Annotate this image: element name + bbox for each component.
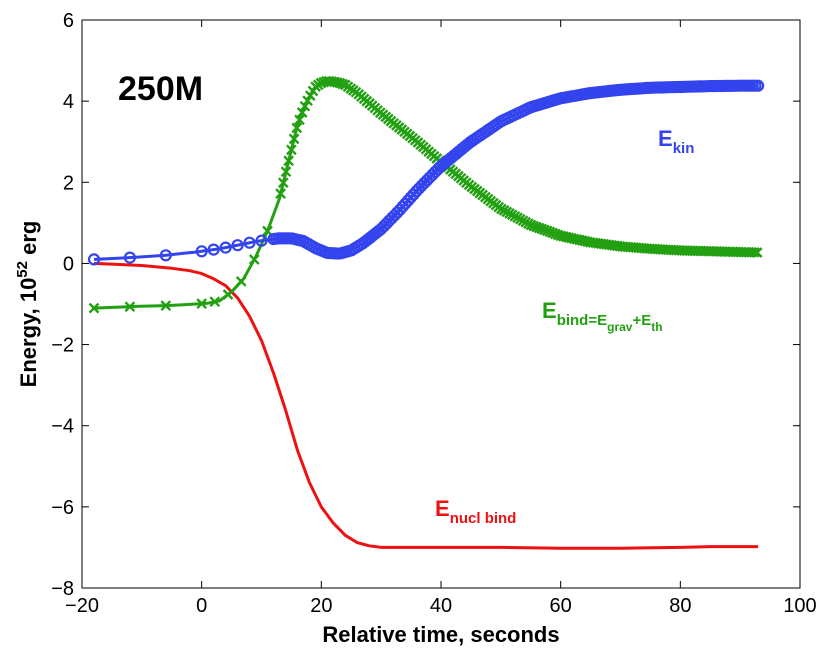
legend-ebind-mid: +E bbox=[632, 312, 651, 329]
annotation-250M: 250M bbox=[118, 70, 203, 108]
series-point-E_bind bbox=[88, 302, 100, 314]
series-point-E_kin bbox=[255, 234, 268, 247]
series-point-E_bind bbox=[280, 166, 292, 178]
y-tick-label: 0 bbox=[63, 253, 74, 275]
legend-ekin-main: E bbox=[658, 126, 673, 151]
y-tick-label: −2 bbox=[51, 335, 74, 357]
series-line-E_nucl_bind bbox=[93, 261, 759, 550]
legend-ebind-sub: bind=E bbox=[557, 312, 607, 329]
series-point-E_bind bbox=[222, 289, 234, 300]
y-tick-label: −4 bbox=[51, 416, 74, 438]
series-point-E_bind bbox=[160, 300, 172, 311]
y-tick-label: 2 bbox=[63, 172, 74, 194]
series-point-E_kin bbox=[123, 251, 136, 264]
series-point-E_bind bbox=[751, 247, 763, 258]
x-tick-label: 100 bbox=[783, 595, 816, 617]
series-point-E_bind bbox=[248, 254, 260, 265]
series-point-E_bind bbox=[337, 78, 348, 90]
series-point-E_kin bbox=[207, 243, 220, 256]
legend-ebind-sub3: th bbox=[651, 320, 662, 334]
x-tick-label: 20 bbox=[310, 595, 332, 617]
series-point-E_bind bbox=[235, 276, 247, 287]
series-E_bind bbox=[88, 75, 763, 314]
y-tick-label: −8 bbox=[51, 578, 74, 600]
legend-enucl-sub: nucl bind bbox=[450, 510, 517, 527]
y-tick-label: 6 bbox=[63, 10, 74, 32]
series-point-E_bind bbox=[209, 296, 221, 308]
series-point-E_bind bbox=[196, 298, 208, 309]
legend-enucl-main: E bbox=[435, 496, 450, 521]
series-point-E_kin bbox=[159, 249, 172, 262]
y-tick-label: −6 bbox=[51, 497, 74, 519]
x-tick-label: 60 bbox=[550, 595, 572, 617]
series-layer bbox=[87, 75, 765, 550]
series-point-E_bind bbox=[299, 100, 311, 112]
x-axis-label: Relative time, seconds bbox=[322, 622, 559, 647]
legend-ebind-sub2: grav bbox=[607, 320, 633, 334]
series-point-E_bind bbox=[275, 188, 286, 199]
y-axis-label-prefix: Energy, 10 bbox=[16, 278, 41, 388]
x-tick-label: 40 bbox=[430, 595, 452, 617]
series-point-E_kin bbox=[751, 79, 765, 92]
series-point-E_bind bbox=[302, 95, 313, 107]
x-tick-label: 80 bbox=[669, 595, 691, 617]
series-point-E_kin bbox=[195, 245, 208, 258]
series-E_nucl_bind bbox=[93, 261, 759, 550]
series-point-E_bind bbox=[277, 177, 289, 189]
series-point-E_bind bbox=[296, 107, 308, 118]
series-point-E_bind bbox=[291, 122, 303, 134]
series-line-E_kin bbox=[93, 84, 759, 261]
series-line-E_bind bbox=[93, 79, 759, 310]
series-point-E_kin bbox=[231, 239, 244, 252]
legend-ekin: Ekin bbox=[658, 126, 694, 157]
legend-ebind-main: E bbox=[542, 298, 557, 323]
y-axis-label: Energy, 1052 erg bbox=[14, 221, 41, 388]
series-point-E_bind bbox=[294, 114, 305, 126]
series-point-E_bind bbox=[286, 144, 297, 156]
series-point-E_bind bbox=[749, 247, 760, 258]
series-E_kin bbox=[87, 79, 765, 266]
y-axis-label-exponent: 52 bbox=[14, 261, 31, 278]
legend-enucl: Enucl bind bbox=[435, 496, 516, 527]
legend-ebind: Ebind=Egrav+Eth bbox=[542, 298, 663, 334]
series-point-E_bind bbox=[288, 133, 300, 145]
series-point-E_bind bbox=[283, 155, 295, 167]
legend-ekin-sub: kin bbox=[673, 140, 695, 157]
x-tick-label: −20 bbox=[65, 595, 99, 617]
series-point-E_kin bbox=[243, 236, 256, 249]
y-tick-label: 4 bbox=[63, 91, 74, 113]
series-point-E_kin bbox=[87, 253, 101, 266]
x-tick-label: 0 bbox=[196, 595, 207, 617]
series-point-E_bind bbox=[124, 301, 136, 313]
series-point-E_kin bbox=[219, 241, 232, 254]
y-axis-label-suffix: erg bbox=[16, 221, 41, 261]
